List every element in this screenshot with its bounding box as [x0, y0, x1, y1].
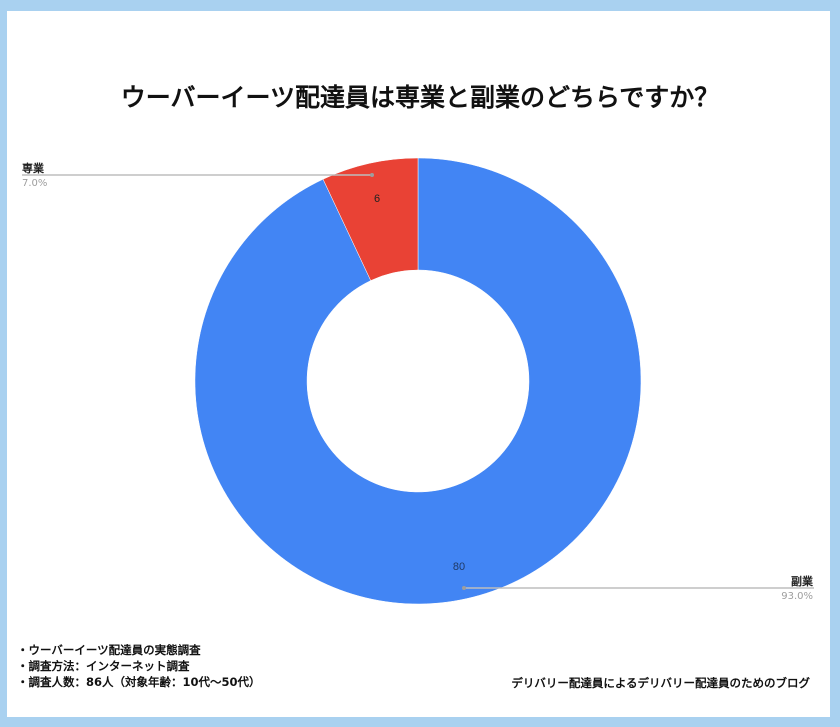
- survey-notes: ・ウーバーイーツ配達員の実態調査 ・調査方法：インターネット調査 ・調査人数：8…: [17, 642, 261, 690]
- blog-credit: デリバリー配達員によるデリバリー配達員のためのブログ: [511, 676, 810, 690]
- value-label-senngyou: 6: [374, 193, 380, 205]
- callout-name-senngyou: 専業: [22, 162, 44, 175]
- leader-dot-senngyou: [370, 173, 374, 177]
- slice-senngyou[interactable]: [322, 157, 419, 281]
- callout-name-fukugyou: 副業: [791, 575, 813, 588]
- chart-title: ウーバーイーツ配達員は専業と副業のどちらですか？: [120, 83, 720, 112]
- note-line: ・調査人数：86人（対象年齢：10代〜50代）: [17, 675, 261, 689]
- slice-fukugyou[interactable]: [194, 157, 642, 605]
- value-label-fukugyou: 80: [453, 561, 465, 573]
- callout-pct-fukugyou: 93.0%: [781, 591, 813, 602]
- note-line: ・調査方法：インターネット調査: [17, 659, 190, 673]
- callout-pct-senngyou: 7.0%: [22, 178, 48, 189]
- leader-dot-fukugyou: [462, 586, 466, 590]
- note-line: ・ウーバーイーツ配達員の実態調査: [17, 643, 201, 657]
